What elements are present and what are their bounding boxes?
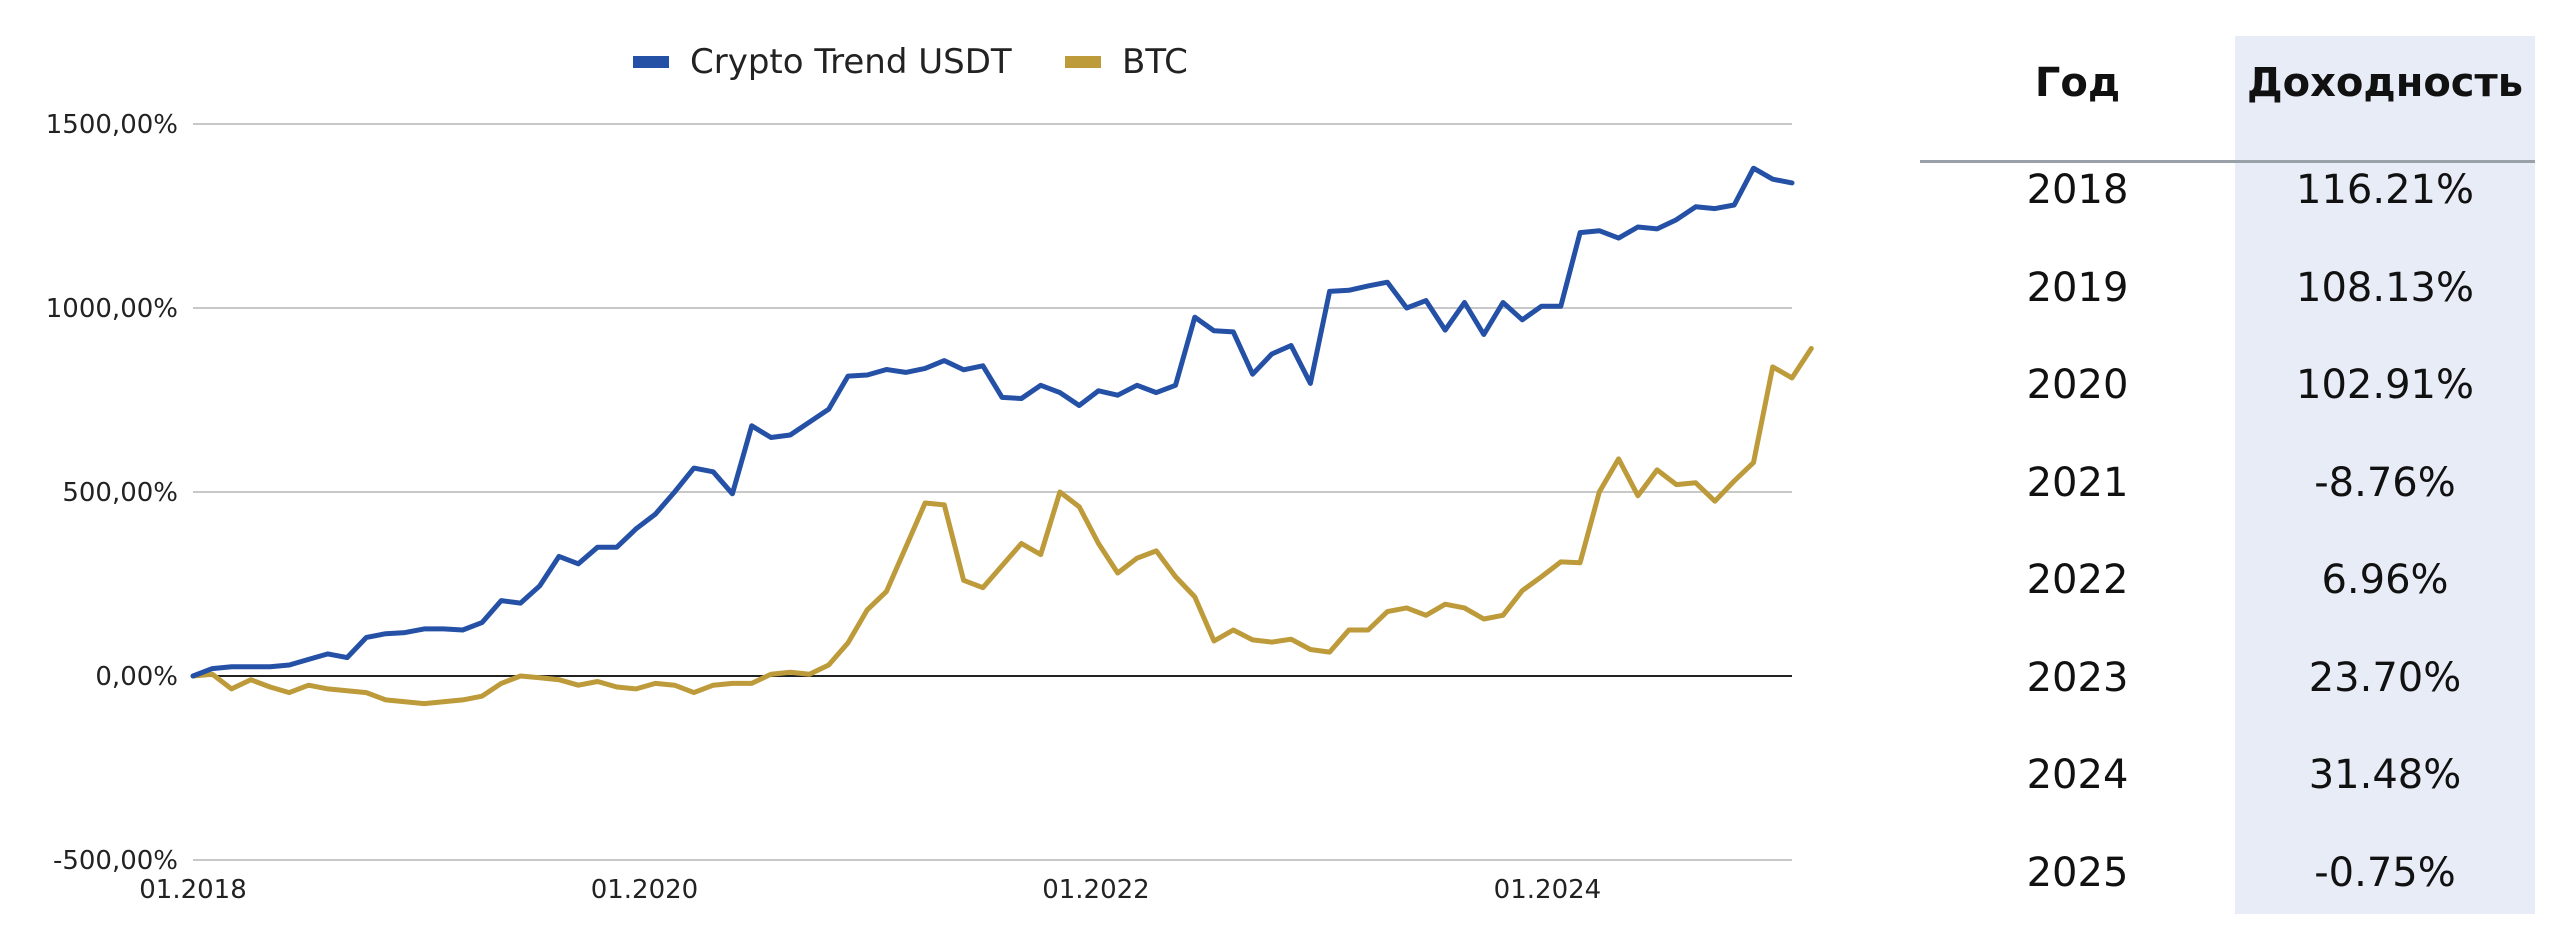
legend-swatch xyxy=(1065,56,1101,68)
return-cell: 31.48% xyxy=(2308,752,2462,798)
year-cell: 2020 xyxy=(2026,362,2129,408)
return-cell: 116.21% xyxy=(2296,167,2474,213)
table-row: 2021 -8.76% xyxy=(1920,435,2535,532)
return-cell: 6.96% xyxy=(2321,557,2449,603)
returns-column-highlight xyxy=(2235,36,2535,914)
x-axis-ticks: 01.2018 01.2020 01.2022 01.2024 xyxy=(139,875,1601,905)
x-tick-label: 01.2020 xyxy=(591,875,699,905)
series-lines xyxy=(190,165,1814,707)
year-cell: 2024 xyxy=(2026,752,2129,798)
y-tick-label: 500,00% xyxy=(62,478,178,508)
series-line-crypto-trend-usdt xyxy=(190,165,1795,679)
table-row: 2024 31.48% xyxy=(1920,727,2535,824)
x-tick-label: 01.2022 xyxy=(1042,875,1150,905)
year-header: Год xyxy=(2034,60,2121,106)
x-tick-label: 01.2024 xyxy=(1494,875,1602,905)
legend-label: BTC xyxy=(1122,42,1188,82)
y-tick-label: 1000,00% xyxy=(46,294,178,324)
year-cell: 2023 xyxy=(2026,654,2129,701)
legend-label: Crypto Trend USDT xyxy=(690,42,1012,82)
year-cell: 2019 xyxy=(2026,264,2129,311)
table-header: Год Доходность xyxy=(1920,60,2535,163)
header-divider xyxy=(1920,160,2535,163)
y-tick-label: -500,00% xyxy=(53,846,178,876)
return-cell: 102.91% xyxy=(2296,362,2474,408)
return-cell: 23.70% xyxy=(2308,654,2462,701)
series-line-btc xyxy=(190,346,1814,707)
year-cell: 2021 xyxy=(2026,459,2129,506)
table-row: 2019 108.13% xyxy=(1920,240,2535,337)
y-tick-label: 0,00% xyxy=(95,662,178,692)
chart-legend: Crypto Trend USDT BTC xyxy=(633,42,1188,82)
table-row: 2018 116.21% xyxy=(1920,142,2535,239)
table-row: 2025 -0.75% xyxy=(1920,825,2535,922)
return-cell: -8.76% xyxy=(2314,459,2456,506)
table-row: 2022 6.96% xyxy=(1920,532,2535,629)
grid-lines xyxy=(193,123,1792,861)
legend-swatch xyxy=(633,56,669,68)
y-tick-label: 1500,00% xyxy=(46,110,178,140)
return-cell: 108.13% xyxy=(2296,264,2474,311)
returns-line-chart: 1500,00% 1000,00% 500,00% 0,00% -500,00% 01.… xyxy=(46,42,1814,905)
table-row: 2020 102.91% xyxy=(1920,337,2535,434)
year-cell: 2022 xyxy=(2026,557,2129,603)
year-cell: 2018 xyxy=(2026,167,2129,213)
return-header: Доходность xyxy=(2247,60,2523,106)
table-row: 2023 23.70% xyxy=(1920,630,2535,727)
y-axis-ticks: 1500,00% 1000,00% 500,00% 0,00% -500,00% xyxy=(46,110,178,876)
return-cell: -0.75% xyxy=(2314,849,2456,896)
x-tick-label: 01.2018 xyxy=(139,875,247,905)
year-cell: 2025 xyxy=(2026,849,2129,896)
